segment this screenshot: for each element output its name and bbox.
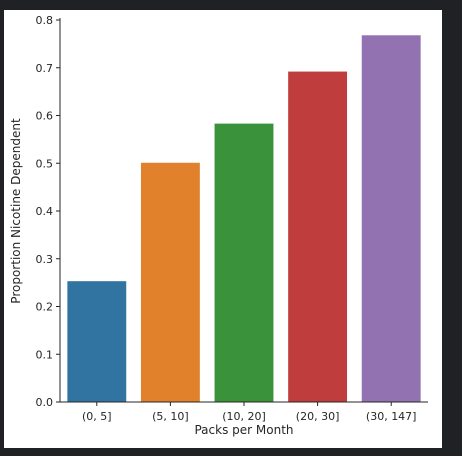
y-tick-label: 0.2 xyxy=(36,301,54,314)
x-axis-ticks: (0, 5] (5, 10] (10, 20] (20, 30] (30, 147] xyxy=(82,402,416,423)
bar-chart: (0, 5] (5, 10] (10, 20] (20, 30] (30, 147] 0… xyxy=(9,14,428,437)
y-axis-label: Proportion Nicotine Dependent xyxy=(9,118,23,304)
x-axis-label: Packs per Month xyxy=(194,423,293,437)
x-tick-label: (20, 30] xyxy=(296,410,340,423)
y-tick-label: 0.8 xyxy=(36,14,54,27)
y-tick-label: 0.3 xyxy=(36,253,54,266)
bar-4 xyxy=(288,71,348,402)
y-tick-label: 0.5 xyxy=(36,157,54,170)
y-tick-label: 0.1 xyxy=(36,348,54,361)
bar-3 xyxy=(214,123,274,403)
x-tick-label: (5, 10] xyxy=(152,410,189,423)
bar-1 xyxy=(67,281,127,402)
x-tick-label: (30, 147] xyxy=(366,410,417,423)
bars-group xyxy=(67,35,421,403)
y-tick-label: 0.6 xyxy=(36,110,54,123)
x-tick-label: (0, 5] xyxy=(82,410,112,423)
y-tick-label: 0.4 xyxy=(36,205,54,218)
x-tick-label: (10, 20] xyxy=(222,410,266,423)
y-tick-label: 0.7 xyxy=(36,62,54,75)
chart-figure: (0, 5] (5, 10] (10, 20] (20, 30] (30, 147] 0… xyxy=(4,10,442,448)
bar-5 xyxy=(361,35,421,402)
y-tick-label: 0.0 xyxy=(36,396,54,409)
y-axis-ticks: 0.0 0.1 0.2 0.3 0.4 0.5 0.6 0.7 0.8 xyxy=(36,14,60,409)
bar-2 xyxy=(140,162,200,402)
